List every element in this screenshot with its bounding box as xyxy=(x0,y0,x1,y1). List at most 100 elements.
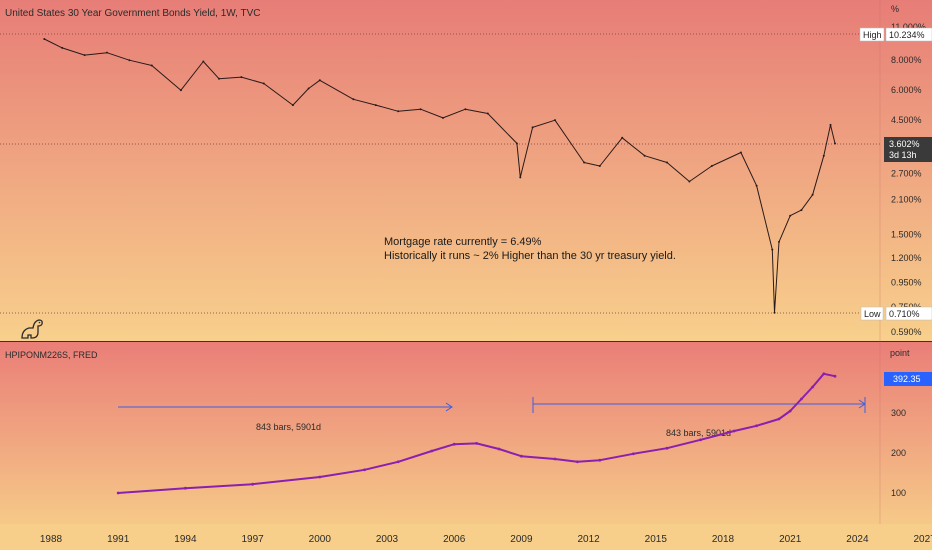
x-tick-label: 2009 xyxy=(510,534,533,545)
yield-data-point xyxy=(811,193,814,196)
yield-data-point xyxy=(598,164,601,167)
x-tick-label: 2027 xyxy=(913,534,932,545)
x-tick-label: 2024 xyxy=(846,534,869,545)
yield-data-point xyxy=(519,176,522,179)
hpi-data-point xyxy=(363,468,366,472)
x-tick-label: 1997 xyxy=(241,534,264,545)
yield-data-point xyxy=(688,180,691,183)
top-y-tick-label: 6.000% xyxy=(891,85,922,95)
yield-data-point xyxy=(800,209,803,212)
yield-data-point xyxy=(755,184,758,187)
hpi-data-point xyxy=(632,452,635,456)
hpi-data-point xyxy=(497,447,501,451)
bottom-y-tick-label: 300 xyxy=(891,408,906,418)
hpi-data-point xyxy=(755,424,758,428)
hpi-series-points xyxy=(116,372,837,495)
yield-data-point xyxy=(739,151,742,154)
bottom-y-axis-ticks: 300 200 100 xyxy=(891,408,906,498)
hpi-data-point xyxy=(822,372,826,376)
measure-label-1: 843 bars, 5901d xyxy=(256,422,321,432)
hpi-data-point xyxy=(665,446,669,450)
yield-data-point xyxy=(515,142,518,145)
yield-data-point xyxy=(710,164,713,167)
hpi-data-point xyxy=(475,442,478,445)
dinosaur-logo-icon[interactable] xyxy=(21,319,43,339)
top-pane-background xyxy=(0,0,932,341)
yield-data-point xyxy=(419,108,422,111)
top-y-tick-label: 4.500% xyxy=(891,115,922,125)
yield-data-point xyxy=(307,87,310,90)
yield-data-point xyxy=(106,51,108,54)
x-tick-label: 1988 xyxy=(40,534,63,545)
low-marker: Low 0.710% xyxy=(860,306,932,321)
hpi-data-point xyxy=(520,454,523,458)
yield-data-point xyxy=(666,161,668,164)
yield-data-point xyxy=(43,38,46,41)
bottom-y-tick-label: 200 xyxy=(891,448,906,458)
top-unit-label: % xyxy=(891,4,899,14)
yield-data-point xyxy=(531,126,534,129)
yield-data-point xyxy=(397,110,400,113)
top-y-tick-label: 0.950% xyxy=(891,277,922,287)
yield-data-point xyxy=(202,60,205,63)
high-tag: High xyxy=(863,30,882,40)
yield-data-point xyxy=(352,98,355,101)
measure-arrow-1[interactable] xyxy=(118,402,453,412)
hpi-data-point xyxy=(430,449,434,453)
yield-data-point xyxy=(822,154,825,157)
x-tick-label: 2006 xyxy=(443,534,466,545)
yield-data-point xyxy=(179,89,182,92)
hpi-data-point xyxy=(184,486,187,490)
hpi-data-point xyxy=(452,442,456,446)
x-tick-label: 2000 xyxy=(309,534,332,545)
top-y-tick-label: 0.590% xyxy=(891,327,922,337)
bottom-pane-background xyxy=(0,342,932,524)
hpi-data-point xyxy=(811,385,814,389)
top-y-tick-label: 2.700% xyxy=(891,168,922,178)
top-y-tick-label: 1.200% xyxy=(891,253,922,263)
hpi-data-point xyxy=(732,429,736,433)
hpi-current-value: 392.35 xyxy=(893,374,921,384)
x-axis-ticks: 1988 1991 1994 1997 2000 2003 2006 2009 2012 2015… xyxy=(40,534,932,545)
yield-data-point xyxy=(128,59,131,62)
yield-data-point xyxy=(834,142,836,145)
top-y-tick-label: 11.000% xyxy=(891,22,926,32)
yield-data-point xyxy=(621,136,624,139)
yield-data-point xyxy=(486,112,489,115)
yield-data-point xyxy=(829,123,832,126)
yield-data-point xyxy=(374,104,377,107)
yield-data-point xyxy=(554,119,556,122)
x-tick-label: 2003 xyxy=(376,534,399,545)
yield-series-points xyxy=(43,38,836,314)
yield-data-point xyxy=(643,154,646,157)
hpi-data-point xyxy=(318,475,322,479)
hpi-data-point xyxy=(576,460,579,464)
x-tick-label: 1991 xyxy=(107,534,130,545)
hpi-data-point xyxy=(116,491,120,495)
measure-arrow-2[interactable] xyxy=(532,397,866,413)
top-y-tick-label: 8.000% xyxy=(891,55,922,65)
bottom-unit-label: point xyxy=(890,348,910,358)
yield-data-point xyxy=(318,79,321,82)
x-tick-label: 1994 xyxy=(174,534,197,545)
measure-label-2: 843 bars, 5901d xyxy=(666,428,731,438)
hpi-data-point xyxy=(833,374,837,378)
hpi-current-marker: 392.35 xyxy=(884,372,932,386)
x-tick-label: 2012 xyxy=(577,534,600,545)
yield-data-point xyxy=(464,108,467,111)
yield-data-point xyxy=(778,240,780,243)
hpi-data-point xyxy=(800,397,803,401)
x-axis-background xyxy=(0,524,932,550)
yield-data-point xyxy=(291,104,294,107)
current-price-marker: 3.602% 3d 13h xyxy=(884,137,932,162)
bottom-y-tick-label: 100 xyxy=(891,488,906,498)
yield-data-point xyxy=(218,77,220,80)
current-value: 3.602% xyxy=(889,139,920,149)
bottom-pane-title: HPIPONM226S, FRED xyxy=(5,350,98,360)
yield-data-point xyxy=(262,82,265,85)
top-pane-title: United States 30 Year Government Bonds Y… xyxy=(5,8,261,19)
high-value: 10.234% xyxy=(889,30,925,40)
yield-data-point xyxy=(789,214,792,217)
